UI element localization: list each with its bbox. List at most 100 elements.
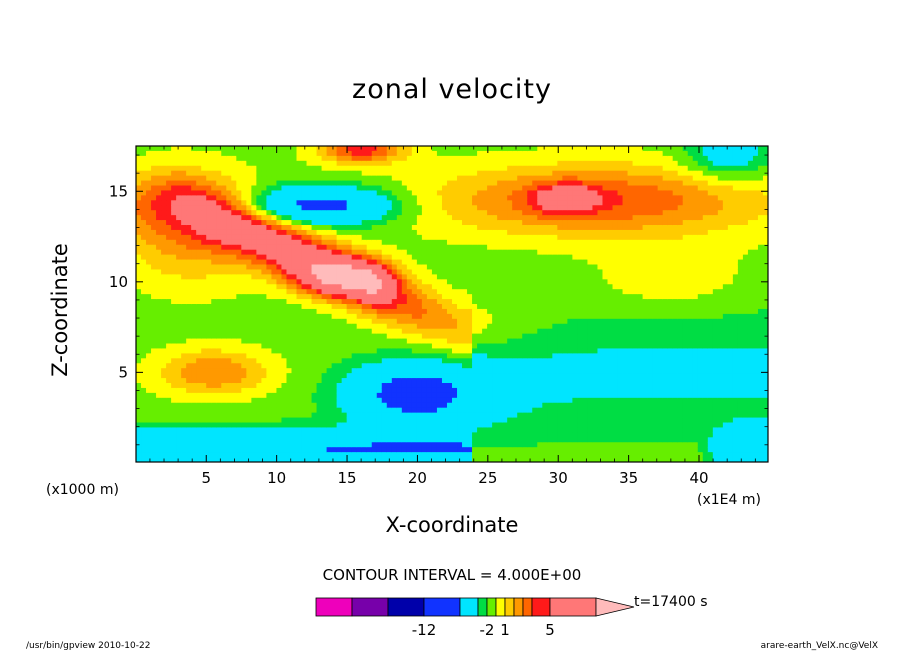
heatmap-cell xyxy=(211,417,217,424)
heatmap-cell xyxy=(246,170,252,177)
heatmap-cell xyxy=(462,284,468,290)
heatmap-cell xyxy=(497,229,503,236)
heatmap-cell xyxy=(326,150,333,157)
heatmap-cell xyxy=(426,422,433,429)
heatmap-cell xyxy=(457,397,463,404)
heatmap-cell xyxy=(316,348,323,354)
heatmap-cell xyxy=(366,259,373,266)
heatmap-cell xyxy=(226,304,232,310)
heatmap-cell xyxy=(396,225,403,231)
heatmap-cell xyxy=(376,437,383,443)
heatmap-cell xyxy=(281,200,288,206)
heatmap-cell xyxy=(492,304,498,310)
heatmap-cell xyxy=(472,333,478,340)
heatmap-cell xyxy=(261,437,268,443)
heatmap-cell xyxy=(416,239,423,246)
heatmap-cell xyxy=(492,328,498,335)
heatmap-cell xyxy=(462,368,468,374)
heatmap-cell xyxy=(141,383,147,389)
heatmap-cell xyxy=(246,313,252,320)
heatmap-cell xyxy=(316,155,323,162)
heatmap-cell xyxy=(256,348,262,354)
heatmap-cell xyxy=(431,165,438,172)
heatmap-cell xyxy=(426,289,433,295)
heatmap-cell xyxy=(256,323,262,330)
heatmap-cell xyxy=(311,160,318,167)
heatmap-cell xyxy=(311,215,318,221)
heatmap-cell xyxy=(512,254,518,261)
heatmap-cell xyxy=(381,269,388,275)
heatmap-cell xyxy=(411,155,418,162)
heatmap-cell xyxy=(376,313,383,320)
heatmap-cell xyxy=(512,170,518,177)
heatmap-cell xyxy=(517,348,523,354)
heatmap-cell xyxy=(291,299,298,305)
heatmap-cell xyxy=(186,447,192,453)
heatmap-cell xyxy=(166,323,172,330)
heatmap-cell xyxy=(517,378,523,384)
heatmap-cell xyxy=(381,417,388,424)
heatmap-cell xyxy=(381,308,388,315)
heatmap-cell xyxy=(306,427,313,433)
heatmap-cell xyxy=(487,457,493,462)
heatmap-cell xyxy=(507,249,513,256)
heatmap-cell xyxy=(201,333,207,340)
heatmap-cell xyxy=(467,392,473,399)
heatmap-cell xyxy=(492,447,498,453)
heatmap-cell xyxy=(452,185,458,192)
heatmap-cell xyxy=(331,437,338,443)
heatmap-cell xyxy=(431,373,438,379)
heatmap-cell xyxy=(191,358,197,364)
heatmap-cell xyxy=(391,264,398,271)
heatmap-cell xyxy=(221,397,227,404)
heatmap-cell xyxy=(211,205,217,211)
heatmap-cell xyxy=(446,210,453,216)
heatmap-cell xyxy=(512,210,518,216)
heatmap-cell xyxy=(251,299,257,305)
heatmap-cell xyxy=(522,150,528,157)
heatmap-cell xyxy=(376,195,383,201)
heatmap-cell xyxy=(401,313,408,320)
heatmap-cell xyxy=(371,220,378,226)
heatmap-cell xyxy=(301,239,308,246)
heatmap-cell xyxy=(136,175,142,182)
heatmap-cell xyxy=(441,328,448,335)
heatmap-cell xyxy=(507,308,513,315)
heatmap-cell xyxy=(341,160,348,167)
heatmap-cell xyxy=(271,318,278,325)
heatmap-cell xyxy=(296,220,303,226)
heatmap-cell xyxy=(381,333,388,340)
heatmap-cell xyxy=(176,397,182,404)
heatmap-cell xyxy=(281,289,288,295)
heatmap-cell xyxy=(301,397,308,404)
heatmap-cell xyxy=(446,220,453,226)
heatmap-cell xyxy=(216,165,222,172)
heatmap-cell xyxy=(206,402,212,409)
heatmap-cell xyxy=(431,353,438,359)
heatmap-cell xyxy=(286,185,293,192)
heatmap-cell xyxy=(497,417,503,424)
heatmap-cell xyxy=(462,412,468,419)
heatmap-cell xyxy=(171,220,177,226)
heatmap-cell xyxy=(321,200,328,206)
heatmap-cell xyxy=(316,452,323,458)
heatmap-cell xyxy=(171,215,177,221)
heatmap-cell xyxy=(416,234,423,241)
heatmap-cell xyxy=(266,348,273,354)
heatmap-cell xyxy=(276,180,283,187)
heatmap-cell xyxy=(296,353,303,359)
heatmap-cell xyxy=(156,383,162,389)
heatmap-cell xyxy=(391,442,398,448)
heatmap-cell xyxy=(391,289,398,295)
heatmap-cell xyxy=(306,363,313,369)
heatmap-cell xyxy=(171,289,177,295)
heatmap-cell xyxy=(221,175,227,182)
heatmap-cell xyxy=(467,422,473,429)
heatmap-cell xyxy=(216,239,222,246)
heatmap-cell xyxy=(246,383,252,389)
heatmap-cell xyxy=(311,200,318,206)
heatmap-cell xyxy=(181,259,187,266)
heatmap-cell xyxy=(411,348,418,354)
heatmap-cell xyxy=(497,234,503,241)
heatmap-cell xyxy=(181,383,187,389)
